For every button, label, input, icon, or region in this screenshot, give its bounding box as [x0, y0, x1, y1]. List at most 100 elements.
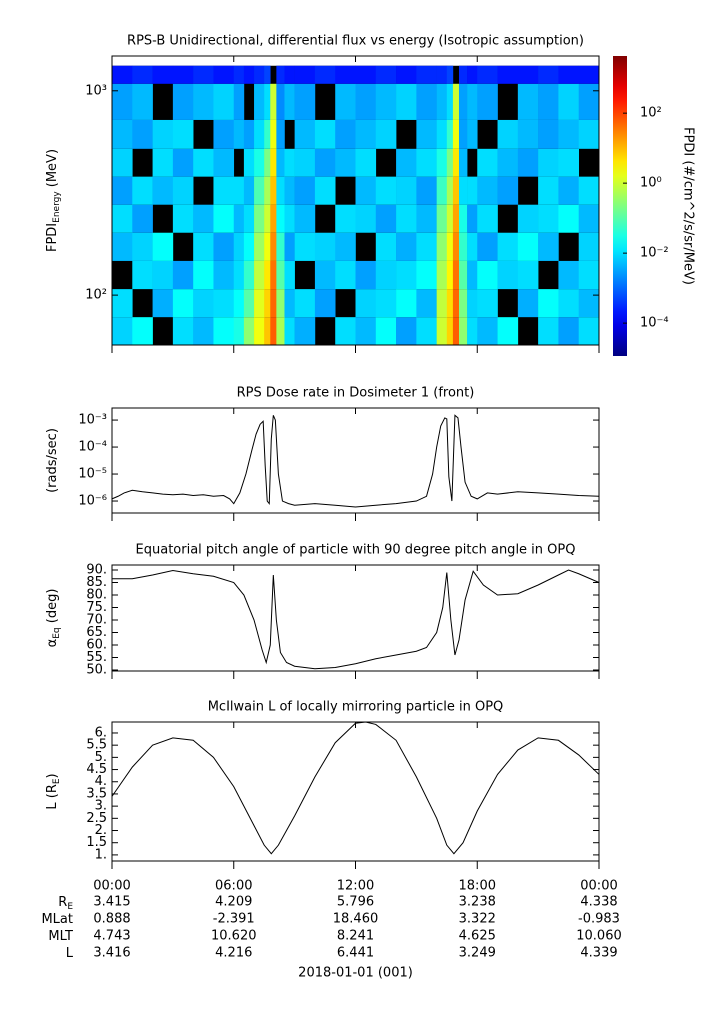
heatmap-cell [213, 260, 235, 290]
heatmap-cell [112, 119, 133, 149]
axis-label-tail: ) [45, 773, 60, 778]
heatmap-cell [375, 232, 397, 261]
heatmap-cell [375, 176, 397, 205]
heatmap-cell [538, 176, 559, 205]
heatmap-cell [254, 232, 265, 261]
heatmap-cell [270, 176, 277, 205]
heatmap-cell [152, 119, 174, 149]
heatmap-cell [452, 176, 460, 205]
heatmap-cell [416, 83, 437, 120]
ephemeris-value: 4.625 [459, 929, 496, 944]
y-tick-label: 5. [95, 750, 107, 765]
heatmap-cell [436, 176, 448, 205]
heatmap-cell [436, 65, 448, 84]
heatmap-cell [314, 232, 336, 261]
heatmap-cell [335, 119, 356, 149]
heatmap-cell [213, 289, 235, 318]
heatmap-cell [264, 232, 271, 261]
colorbar-tick-label: 10⁻⁴ [640, 316, 669, 331]
heatmap-cell [270, 204, 277, 233]
heatmap-cell [452, 148, 460, 177]
heatmap-cell [452, 289, 460, 318]
heatmap-cell [243, 204, 255, 233]
heatmap-cell [335, 148, 356, 177]
heatmap-cell [452, 83, 460, 120]
heatmap-cell [193, 148, 214, 177]
heatmap-cell [436, 148, 448, 177]
heatmap-cell [558, 148, 580, 177]
heatmap-cell [467, 204, 478, 233]
heatmap-cell [335, 260, 356, 290]
ephemeris-value: 3.238 [459, 895, 496, 910]
heatmap-cell [264, 204, 271, 233]
heatmap-cell [233, 204, 245, 233]
colorbar-tick-label: 10⁻² [640, 246, 669, 261]
heatmap-cell [538, 289, 559, 318]
heatmap-cell [270, 148, 277, 177]
heatmap-cell [517, 65, 539, 84]
y-tick-label: 75. [86, 600, 107, 615]
heatmap-cell [467, 65, 478, 84]
heatmap-cell [538, 83, 559, 120]
heatmap-cell [193, 65, 214, 84]
heatmap-cell [578, 65, 600, 84]
heatmap-cell [558, 119, 580, 149]
ephemeris-row-label: L [66, 946, 74, 961]
heatmap-cell [294, 65, 316, 84]
heatmap-cell [254, 148, 265, 177]
data-line [112, 569, 600, 670]
heatmap-cell [396, 232, 417, 261]
heatmap-cell [112, 317, 133, 345]
heatmap-cell [355, 148, 377, 177]
ephemeris-value: 8.241 [337, 929, 374, 944]
heatmap-cell [152, 232, 174, 261]
heatmap-cell [276, 204, 285, 233]
ephemeris-value: 3.416 [93, 946, 130, 961]
axis-label-tail: (deg) [45, 589, 60, 628]
heatmap-cell [497, 232, 519, 261]
heatmap-cell [416, 317, 437, 345]
heatmap-cell [458, 232, 468, 261]
heatmap-cell [416, 65, 437, 84]
heatmap-cell [578, 176, 600, 205]
heatmap-cell [446, 176, 454, 205]
x-tick-label: 12:00 [337, 879, 374, 894]
ephemeris-value: 4.216 [215, 946, 252, 961]
heatmap-cell [193, 232, 214, 261]
x-tick-label: 18:00 [459, 879, 496, 894]
heatmap-cell [233, 232, 245, 261]
colorbar [613, 56, 627, 356]
heatmap-cell [558, 176, 580, 205]
ephemeris-value: -0.983 [578, 912, 620, 927]
heatmap-cell [538, 317, 559, 345]
heatmap-cell [243, 317, 255, 345]
data-line [111, 721, 600, 855]
heatmap-cell [132, 65, 153, 84]
plot-frame [111, 721, 600, 862]
heatmap-cell [276, 148, 285, 177]
heatmap-cell [233, 317, 245, 345]
x-tick-label: 06:00 [215, 879, 252, 894]
heatmap-cell [375, 289, 397, 318]
y-tick-label: 1. [95, 847, 107, 862]
heatmap-cell [270, 317, 277, 345]
heatmap-cell [254, 260, 265, 290]
heatmap-cell [172, 65, 194, 84]
heatmap-cell [578, 260, 600, 290]
heatmap-cell [276, 232, 285, 261]
heatmap-cell [213, 204, 235, 233]
ephemeris-value: 5.796 [337, 895, 374, 910]
heatmap-cell [458, 65, 468, 84]
heatmap-cell [254, 204, 265, 233]
heatmap-cell [375, 204, 397, 233]
heatmap-cell [375, 119, 397, 149]
heatmap-cell [193, 289, 214, 318]
ephemeris-value: 4.743 [93, 929, 130, 944]
y-tick-label: 65. [86, 625, 107, 640]
heatmap-cell [458, 289, 468, 318]
heatmap-cell [264, 65, 271, 84]
heatmap-cell [558, 289, 580, 318]
data-line [111, 414, 600, 508]
chart-title: RPS-B Unidirectional, differential flux … [127, 34, 584, 49]
heatmap-cell [375, 83, 397, 120]
